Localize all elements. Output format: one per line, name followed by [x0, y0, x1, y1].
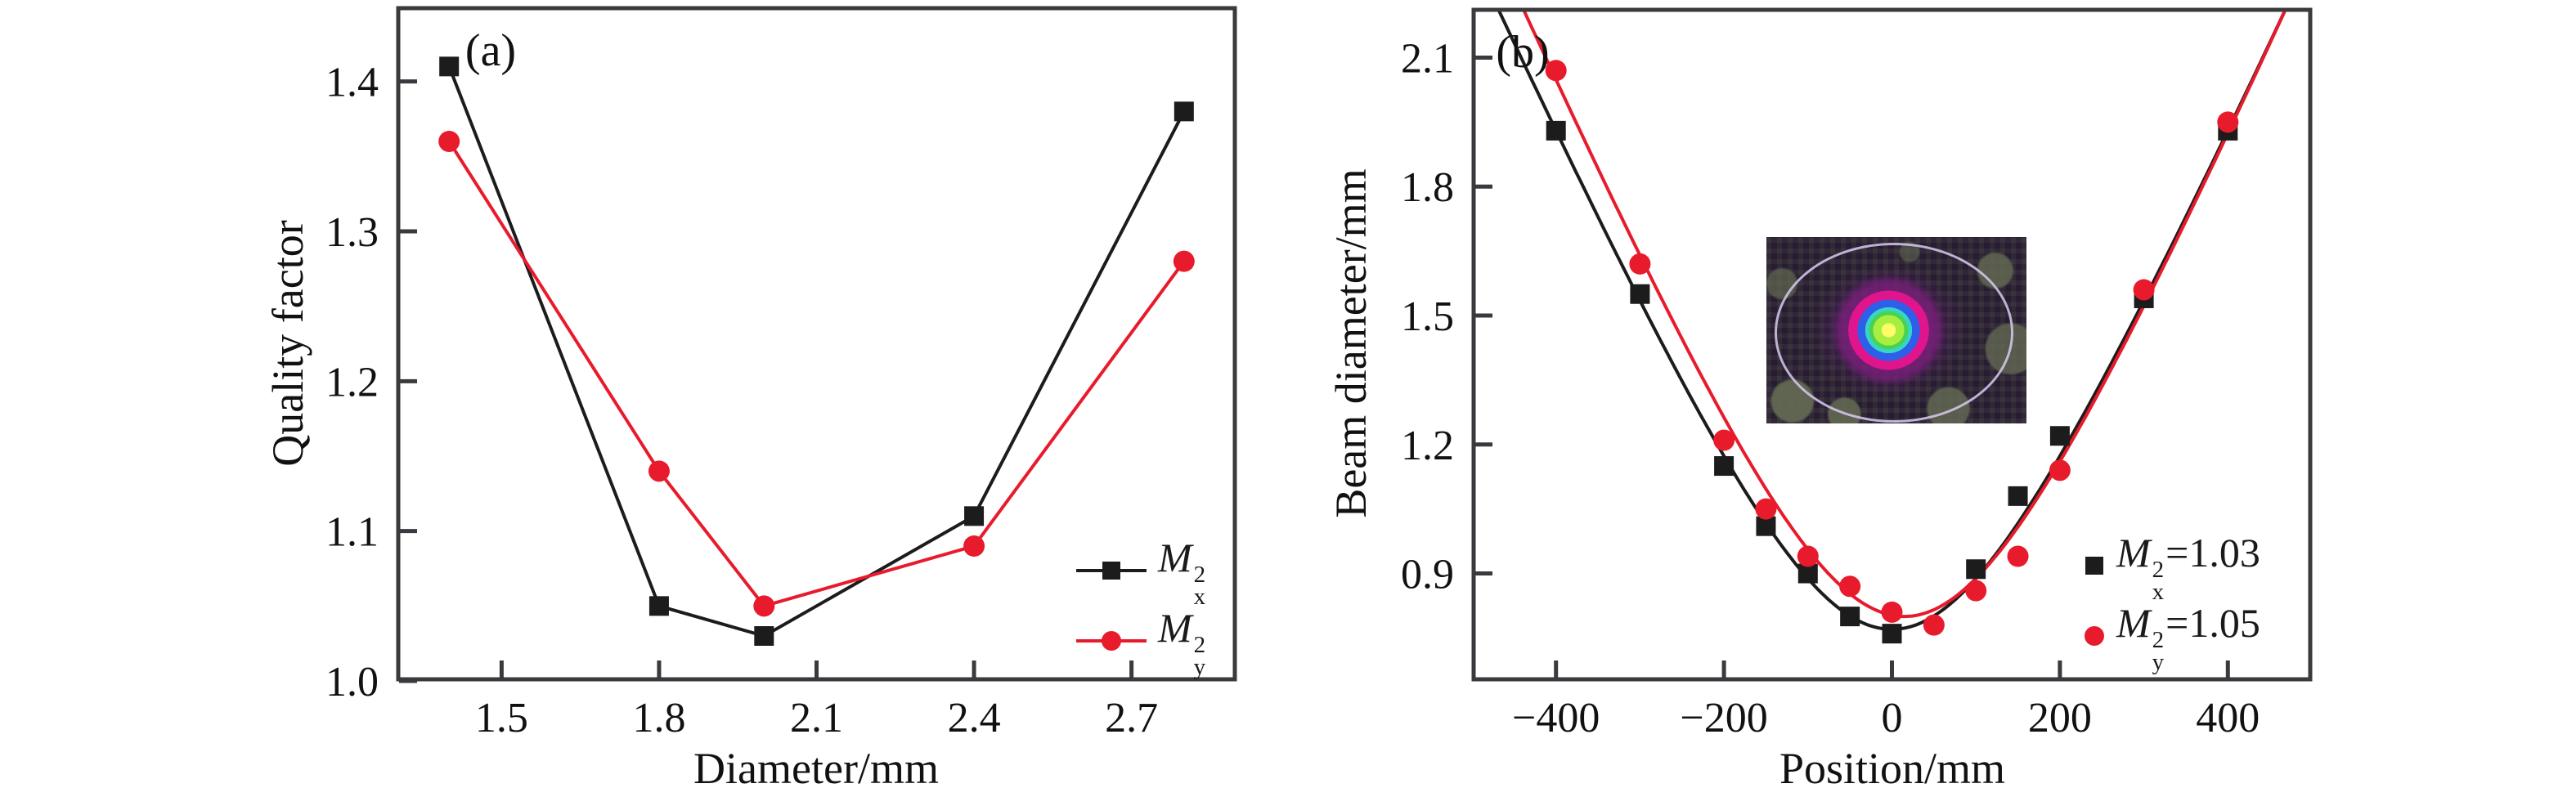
legend-label-sub: y	[2152, 648, 2165, 675]
legend-label-sub: x	[2152, 578, 2165, 605]
panel-label-b: (b)	[1496, 27, 1550, 78]
svg-text:1.5: 1.5	[1401, 293, 1454, 340]
legend-line-red	[1076, 631, 1147, 651]
legend-label-base: M	[2116, 529, 2151, 575]
svg-text:2.1: 2.1	[1401, 35, 1454, 82]
svg-text:1.8: 1.8	[1401, 164, 1454, 211]
legend-marker-wrap	[2084, 625, 2105, 647]
legend-marker-square	[1102, 562, 1120, 580]
svg-text:−400: −400	[1512, 695, 1600, 741]
legend-item-my2-value: M 2 y =1.05	[2084, 600, 2260, 674]
svg-text:1.8: 1.8	[632, 695, 685, 741]
legend-label-value: =1.05	[2165, 599, 2260, 646]
svg-text:1.2: 1.2	[1401, 423, 1454, 469]
legend-label-sup: 2	[2152, 626, 2165, 653]
legend-marker-circle	[2085, 626, 2104, 646]
svg-text:2.4: 2.4	[948, 695, 1001, 741]
beam-spot	[1823, 266, 1954, 394]
legend-line-black	[1076, 562, 1147, 580]
x-axis-label-a: Diameter/mm	[693, 744, 939, 793]
svg-text:2.1: 2.1	[790, 695, 843, 741]
legend-label-my2-value: M 2 y =1.05	[2116, 599, 2260, 675]
y-axis-label-b: Beam diameter/mm	[1326, 168, 1376, 518]
svg-text:1.2: 1.2	[325, 359, 379, 405]
svg-text:1.4: 1.4	[325, 60, 379, 106]
svg-text:1.5: 1.5	[475, 695, 528, 741]
y-axis-label-a: Quality factor	[263, 220, 312, 467]
panel-label-a: (a)	[464, 25, 517, 76]
legend-label-base: M	[1158, 534, 1192, 580]
legend-marker-wrap	[2084, 555, 2105, 576]
legend-marker-square	[2085, 557, 2103, 575]
legend-b: M 2 x =1.03 M 2 y =1.05	[2084, 530, 2260, 674]
legend-label-sup: 2	[1193, 561, 1206, 588]
svg-text:1.3: 1.3	[325, 209, 379, 256]
legend-label-sub: x	[1193, 583, 1206, 610]
svg-text:0: 0	[1882, 695, 1903, 741]
plot-area-a: 1.5 1.8 2.1 2.4 2.7 1.0 1.1 1.2 1.3 1.4	[325, 6, 1237, 741]
svg-text:0.9: 0.9	[1401, 552, 1454, 598]
beam-aperture-circle	[1774, 242, 2013, 423]
legend-label-sup: 2	[1193, 631, 1206, 658]
legend-label-sub: y	[1193, 653, 1206, 680]
svg-text:400: 400	[2196, 695, 2260, 741]
legend-label-value: =1.03	[2165, 529, 2260, 575]
plot-area-b: −400 −200 0 200 400 0.9 1.2 1.5 1.8 2.1	[1401, 7, 2313, 741]
x-axis-label-b: Position/mm	[1779, 744, 2006, 793]
beam-profile-inset	[1766, 237, 2026, 423]
svg-text:1.0: 1.0	[325, 659, 379, 705]
svg-text:−200: −200	[1680, 695, 1767, 741]
legend-label-sup: 2	[2152, 556, 2165, 583]
svg-text:200: 200	[2028, 695, 2092, 741]
legend-label-base: M	[1158, 604, 1192, 651]
svg-text:1.1: 1.1	[325, 509, 379, 556]
svg-text:2.7: 2.7	[1105, 695, 1158, 741]
legend-item-mx2-value: M 2 x =1.03	[2084, 530, 2260, 603]
legend-marker-circle	[1102, 631, 1121, 651]
legend-label-base: M	[2116, 599, 2151, 646]
legend-label-mx2-value: M 2 x =1.03	[2116, 529, 2260, 605]
